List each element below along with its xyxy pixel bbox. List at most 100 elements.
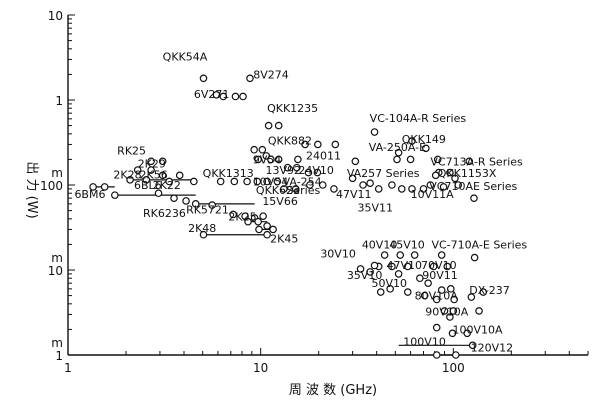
- annotation-label: 50V10: [371, 277, 407, 290]
- data-point: [449, 307, 458, 315]
- data-point: [403, 262, 412, 271]
- annotation-label: 6BL6: [134, 179, 162, 192]
- data-point: [370, 128, 379, 136]
- data-point: [467, 293, 476, 301]
- annotation-label: 2K29: [138, 158, 166, 171]
- annotation-label: 70V10: [421, 259, 457, 272]
- annotation-label: 2K25: [228, 211, 256, 224]
- data-point: [452, 351, 460, 359]
- x-tick-label: 100: [442, 361, 465, 375]
- annotation-label: QKK149: [402, 133, 446, 146]
- data-point: [191, 200, 200, 208]
- annotations: QKK54A 8V274 6V271 QKK1235 QKK882 24011 9V5413…: [74, 51, 527, 355]
- data-point: [255, 225, 263, 234]
- annotation-label: VA-250A-E: [369, 141, 426, 154]
- data-point: [243, 177, 251, 186]
- data-point: [301, 140, 309, 149]
- annotation-label: VC-104A-R Series: [370, 112, 467, 125]
- data-point: [216, 177, 225, 186]
- data-point: [89, 183, 97, 191]
- annotation-label: 30V10: [320, 248, 356, 261]
- annotation-label: 8V274: [253, 68, 289, 81]
- data-point: [439, 183, 448, 191]
- data-point: [212, 91, 221, 99]
- data-point: [254, 155, 262, 164]
- annotation-label: 2K56: [139, 168, 167, 181]
- data-point: [397, 185, 406, 193]
- data-point: [410, 251, 419, 259]
- data-point: [244, 217, 252, 226]
- annotation-label: 10V11A: [411, 188, 455, 201]
- data-point: [408, 185, 416, 193]
- data-point: [432, 323, 441, 332]
- annotation-label: 100V10A: [452, 323, 503, 336]
- data-point: [422, 144, 430, 153]
- data-point: [366, 268, 374, 276]
- annotation-label: QKK1313: [203, 167, 254, 180]
- data-point: [147, 166, 155, 174]
- data-point: [388, 181, 396, 189]
- data-point: [154, 189, 163, 198]
- data-point: [274, 155, 283, 164]
- data-point: [170, 194, 178, 202]
- data-point: [431, 171, 440, 180]
- annotation-label: 2K28: [113, 168, 141, 181]
- annotation-label: RK25: [117, 144, 146, 157]
- data-point: [219, 92, 228, 101]
- annotation-label: 2K45: [270, 233, 298, 246]
- data-point: [432, 295, 441, 304]
- data-point: [388, 262, 396, 271]
- annotation-label: 40V10: [362, 238, 398, 251]
- data-point: [419, 185, 428, 193]
- annotation-label: 15V66: [262, 195, 298, 208]
- annotation-label: RK5721: [186, 204, 229, 217]
- data-point: [253, 177, 262, 186]
- data-point: [446, 285, 455, 293]
- data-point: [374, 185, 383, 193]
- annotation-label: 45V10: [389, 238, 425, 251]
- data-point: [182, 197, 190, 205]
- y-tick-label: 1: [55, 349, 63, 363]
- data-point: [330, 185, 338, 193]
- data-point: [448, 329, 457, 338]
- data-point: [468, 341, 477, 350]
- annotation-label: VA257 Series: [347, 167, 420, 180]
- data-point: [446, 313, 454, 321]
- data-point: [291, 185, 300, 193]
- data-point: [100, 183, 109, 191]
- data-point: [424, 279, 432, 287]
- data-point: [443, 262, 452, 271]
- data-point: [475, 307, 483, 315]
- data-point: [158, 157, 167, 166]
- data-point: [273, 177, 282, 186]
- annotation-label: 47V11: [336, 188, 372, 201]
- data-point: [432, 351, 441, 359]
- annotation-label: QKK54A: [163, 51, 208, 64]
- data-point: [396, 251, 405, 259]
- data-point: [246, 74, 254, 83]
- data-point: [190, 177, 198, 186]
- data-point: [370, 261, 379, 270]
- data-point: [420, 291, 429, 300]
- data-point: [294, 155, 302, 164]
- data-point: [465, 157, 474, 166]
- data-point: [292, 163, 301, 172]
- annotation-label: DX-237: [469, 284, 509, 297]
- y-tick-label: 10: [48, 9, 63, 23]
- data-point: [229, 210, 237, 219]
- y-tick-label: 1: [55, 94, 63, 108]
- data-point: [351, 157, 360, 166]
- annotation-label: VC-710A-E Series: [431, 238, 527, 251]
- data-point: [199, 74, 208, 83]
- data-point: [314, 140, 322, 149]
- data-point: [264, 121, 273, 130]
- data-point: [147, 157, 155, 166]
- data-point: [356, 265, 365, 273]
- data-point: [259, 212, 267, 220]
- data-point: [408, 137, 416, 145]
- y-tick-label: 100: [40, 179, 63, 193]
- annotation-label: QKK623: [256, 184, 300, 197]
- y-tick-unit: m: [51, 251, 63, 265]
